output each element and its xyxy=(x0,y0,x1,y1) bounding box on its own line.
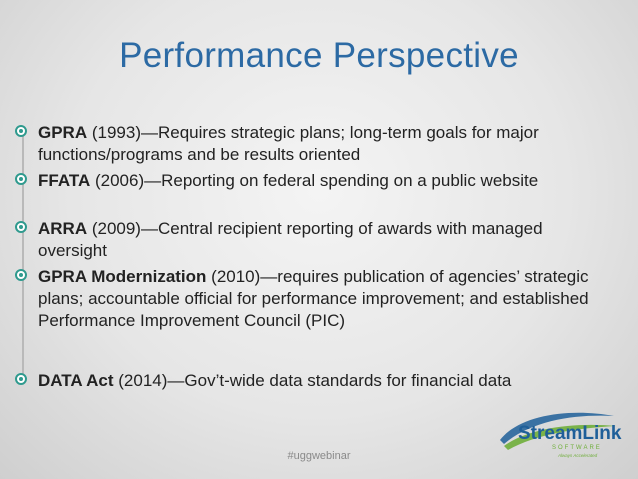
logo-subtitle: SOFTWARE xyxy=(552,445,602,451)
bullet-term: DATA Act xyxy=(38,371,114,390)
bullet-description: (2009)—Central recipient reporting of aw… xyxy=(38,219,543,260)
streamlink-logo: StreamLink SOFTWARE Always Accelerated xyxy=(500,412,622,458)
bullet-icon xyxy=(15,173,27,185)
bullet-rail xyxy=(22,128,24,380)
bullet-term: GPRA xyxy=(38,123,88,142)
slide-title: Performance Perspective xyxy=(119,36,519,75)
bullet-icon xyxy=(15,125,27,137)
bullet-description: (1993)—Requires strategic plans; long-te… xyxy=(38,123,539,164)
bullet-text: FFATA (2006)—Reporting on federal spendi… xyxy=(38,170,598,192)
bullet-description: (2010)—requires publication of agencies’… xyxy=(38,267,589,330)
bullet-icon xyxy=(15,269,27,281)
bullet-text: GPRA Modernization (2010)—requires publi… xyxy=(38,266,598,332)
bullet-term: ARRA xyxy=(38,219,88,238)
bullet-text: GPRA (1993)—Requires strategic plans; lo… xyxy=(38,122,598,166)
bullet-icon xyxy=(15,221,27,233)
bullet-text: ARRA (2009)—Central recipient reporting … xyxy=(38,218,598,262)
bullet-term: FFATA xyxy=(38,171,91,190)
logo-swoosh-icon xyxy=(500,412,616,450)
bullet-description: (2014)—Gov’t-wide data standards for fin… xyxy=(113,371,512,390)
bullet-icon xyxy=(15,373,27,385)
hashtag-footer: #uggwebinar xyxy=(287,450,351,462)
bullet-term: GPRA Modernization xyxy=(38,267,207,286)
bullet-text: DATA Act (2014)—Gov’t-wide data standard… xyxy=(38,370,598,392)
logo-name: StreamLink xyxy=(518,423,622,444)
logo-tagline: Always Accelerated xyxy=(557,453,598,458)
bullet-description: (2006)—Reporting on federal spending on … xyxy=(90,171,539,190)
